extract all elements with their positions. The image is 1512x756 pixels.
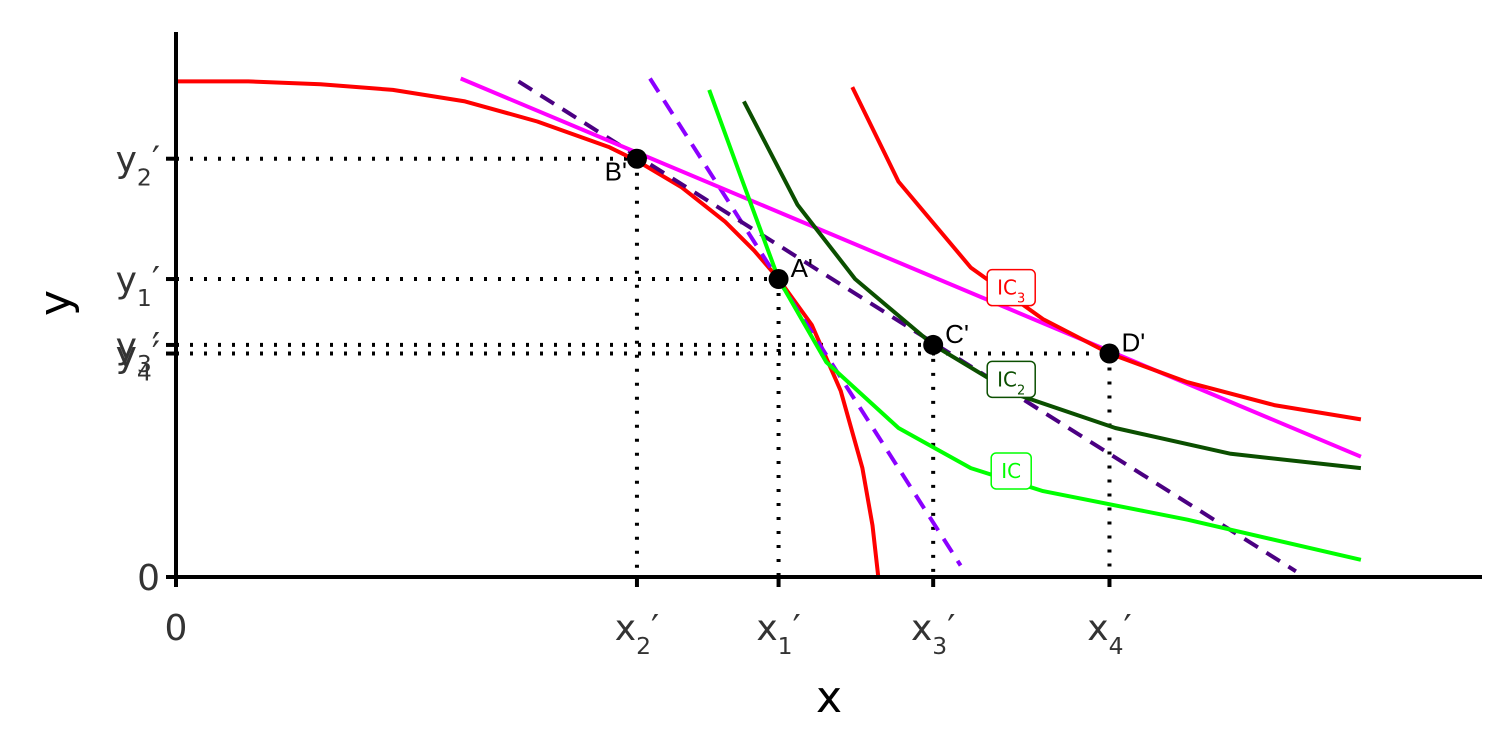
y-axis-title: y bbox=[30, 290, 81, 316]
ic-label-box-0 bbox=[986, 268, 1036, 307]
series-line-3 bbox=[459, 76, 1362, 459]
y-tick-label-0: 0 bbox=[137, 558, 160, 599]
x-axis-title: x bbox=[816, 672, 842, 723]
points: A' B' C' D' bbox=[605, 148, 1145, 364]
point-label-2: C' bbox=[945, 319, 969, 349]
ic-label-text-2: IC bbox=[1001, 459, 1021, 483]
ic-label-box-1 bbox=[986, 360, 1036, 399]
x-tick-label-3: x3′ bbox=[911, 608, 955, 660]
point-marker-0 bbox=[768, 269, 789, 290]
series-line-0 bbox=[176, 79, 881, 578]
point-marker-3 bbox=[1099, 343, 1120, 364]
ic-label-box-2 bbox=[990, 452, 1032, 490]
point-label-1: B' bbox=[605, 157, 627, 187]
axes bbox=[174, 32, 1482, 579]
ic-label-text-1: IC2 bbox=[997, 367, 1025, 398]
ic-labels: IC3 IC2 IC bbox=[986, 268, 1036, 490]
point-marker-2 bbox=[923, 334, 944, 355]
point-label-3: D' bbox=[1121, 328, 1145, 358]
y-tick-label-2: y3′ bbox=[116, 326, 160, 378]
x-tick-label-4: x4′ bbox=[1087, 608, 1131, 660]
x-tick-label-2: x1′ bbox=[756, 608, 800, 660]
series-line-5 bbox=[742, 100, 1362, 471]
x-tick-label-0: 0 bbox=[165, 608, 188, 649]
y-tick-label-1: y4′ bbox=[116, 335, 160, 387]
x-tick-label-1: x2′ bbox=[615, 608, 659, 660]
series-line-6 bbox=[850, 86, 1362, 422]
point-label-0: A' bbox=[791, 253, 813, 283]
point-marker-1 bbox=[626, 148, 647, 169]
y-tick-label-3: y1′ bbox=[116, 260, 160, 312]
guide-lines bbox=[176, 156, 1112, 577]
y-tick-label-4: y2′ bbox=[116, 140, 160, 192]
ic-label-text-0: IC3 bbox=[997, 276, 1025, 307]
series-line-2 bbox=[517, 79, 1297, 573]
ticks: 0 x2′ x1′ x3′ x4′ 0 y4′y3′ y1′ y2′ bbox=[116, 140, 1132, 660]
curves bbox=[176, 76, 1362, 578]
series-line-4 bbox=[707, 89, 1362, 562]
